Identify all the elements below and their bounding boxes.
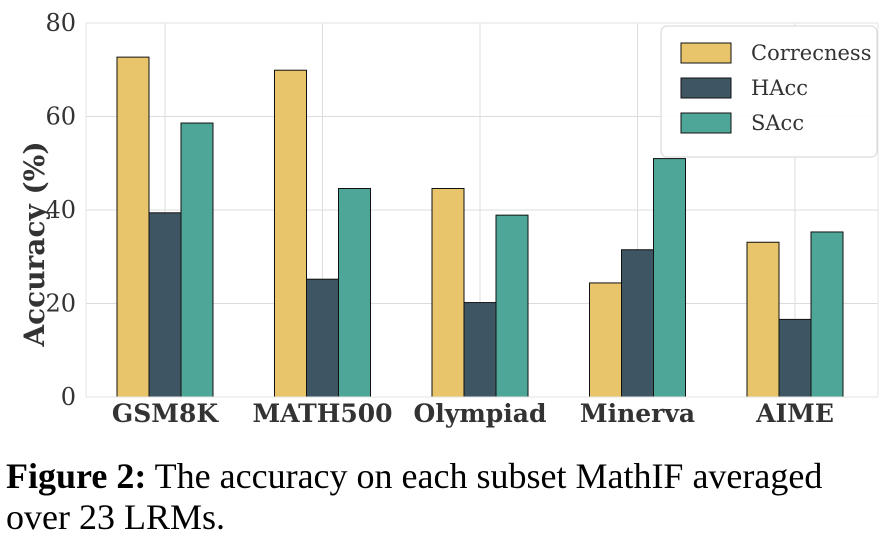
legend-swatch: [680, 77, 732, 99]
bar: [306, 278, 339, 398]
bar: [495, 214, 529, 398]
y-tick-label: 60: [45, 103, 76, 131]
y-tick-label: 0: [61, 383, 76, 411]
x-tick-label: Minerva: [580, 399, 695, 428]
bar: [746, 241, 780, 398]
caption-text: The accuracy on each subset MathIF avera…: [6, 456, 823, 537]
legend-label: SAcc: [751, 111, 804, 135]
bar: [116, 56, 150, 398]
y-axis-title: Accuracy (%): [18, 141, 51, 347]
bar: [274, 69, 307, 398]
bar: [621, 249, 654, 398]
legend: Correcness HAcc SAcc: [660, 25, 878, 158]
legend-label: Correcness: [751, 41, 871, 65]
bar: [653, 158, 686, 398]
y-tick-label: 80: [45, 9, 76, 37]
figure-caption: Figure 2: The accuracy on each subset Ma…: [6, 456, 891, 538]
y-tick-label: 40: [45, 196, 76, 224]
plot-border: [85, 22, 879, 398]
bar: [778, 318, 812, 398]
caption-label: Figure 2:: [6, 456, 147, 496]
legend-swatch: [680, 42, 732, 64]
y-tick-labels: 0 20 40 60 80: [45, 9, 76, 411]
bar-chart: 0 20 40 60 80 GSM8K MATH500 Olympiad Minerva AIM…: [18, 9, 879, 428]
bar: [810, 231, 844, 398]
bar: [431, 187, 465, 398]
x-tick-labels: GSM8K MATH500 Olympiad Minerva AIME: [112, 399, 834, 428]
x-tick-label: Olympiad: [414, 399, 547, 428]
x-tick-label: AIME: [755, 399, 834, 428]
y-tick-label: 20: [45, 290, 76, 318]
x-tick-label: MATH500: [252, 399, 392, 428]
bar: [180, 122, 214, 398]
plot-frame: [85, 22, 879, 398]
legend-label: HAcc: [751, 76, 808, 100]
bar: [338, 187, 371, 398]
bar: [589, 282, 622, 398]
legend-swatch: [680, 112, 732, 134]
bar: [148, 212, 182, 398]
x-tick-label: GSM8K: [112, 399, 219, 428]
bar: [463, 302, 497, 398]
